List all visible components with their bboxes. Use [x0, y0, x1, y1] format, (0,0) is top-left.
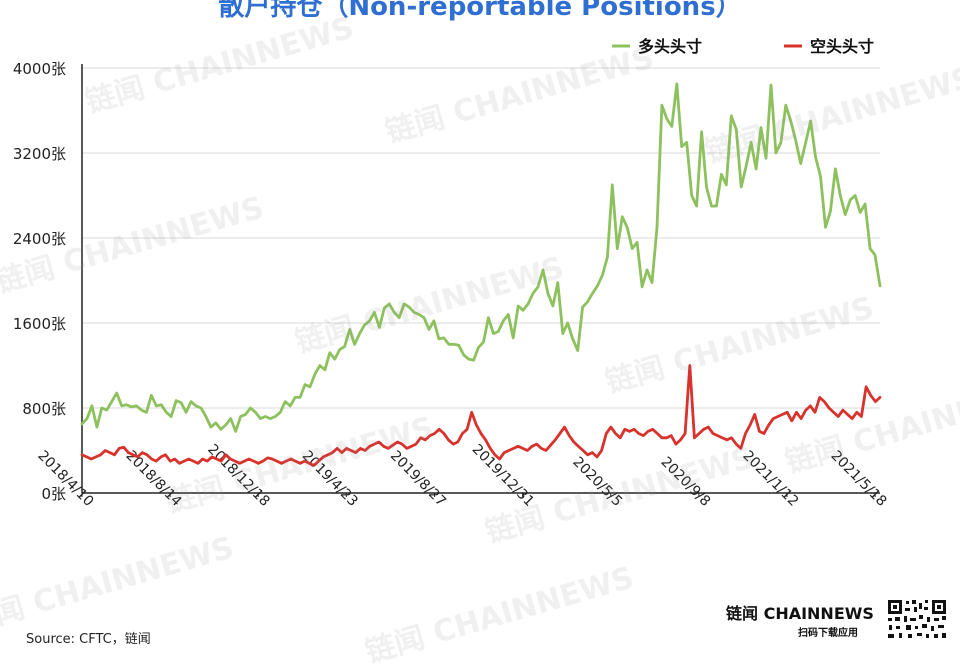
y-tick-label: 4000张	[13, 60, 66, 78]
y-tick-label: 800张	[22, 400, 66, 418]
x-tick-label: 2020/5/5	[569, 454, 625, 510]
series-line-short	[80, 364, 882, 467]
x-tick-label: 2021/5/18	[828, 448, 890, 510]
legend-label: 多头头寸	[638, 37, 702, 56]
x-tick-label: 2020/9/8	[658, 454, 714, 510]
x-tick-label: 2021/1/12	[739, 448, 801, 510]
x-tick-label: 2018/12/18	[204, 441, 272, 509]
y-tick-label: 2400张	[13, 230, 66, 248]
y-tick-label: 0张	[41, 485, 66, 503]
qr-code-icon	[886, 598, 948, 640]
brand-logo: 链闻 CHAINNEWS	[726, 604, 874, 623]
chart-title: 散户持仓（Non-reportable Positions）	[218, 0, 742, 22]
x-tick-label: 2018/8/14	[123, 448, 185, 510]
x-tick-label: 2019/8/27	[387, 448, 449, 510]
series-line-long	[80, 82, 882, 433]
y-tick-label: 1600张	[13, 315, 66, 333]
x-tick-label: 2019/4/23	[299, 448, 361, 510]
source-note: Source: CFTC，链闻	[26, 632, 151, 647]
y-tick-label: 3200张	[13, 145, 66, 163]
legend-label: 空头头寸	[810, 37, 874, 56]
brand-tagline: 扫码下载应用	[798, 628, 858, 639]
